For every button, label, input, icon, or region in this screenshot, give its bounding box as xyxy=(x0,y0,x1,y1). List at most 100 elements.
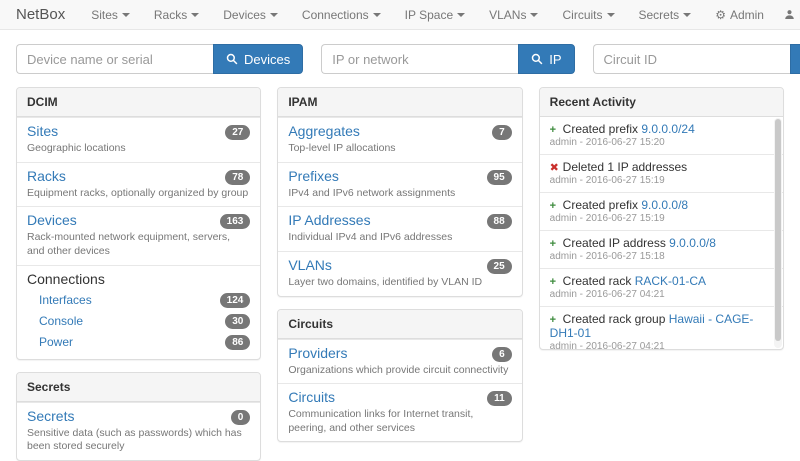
circuits-link[interactable]: Circuits xyxy=(288,389,335,406)
devices-count-badge: 163 xyxy=(219,214,251,230)
device-search-input[interactable] xyxy=(16,44,213,74)
activity-object-link[interactable]: 9.0.0.0/24 xyxy=(641,122,695,136)
secrets-link[interactable]: Secrets xyxy=(27,407,75,424)
panel-recent-activity: Recent Activity + Created prefix 9.0.0.0/… xyxy=(538,87,784,350)
providers-link[interactable]: Providers xyxy=(288,344,348,361)
panel-secrets-title: Secrets xyxy=(17,372,261,402)
recent-activity-list[interactable]: + Created prefix 9.0.0.0/24 admin - 2016-… xyxy=(539,117,783,349)
list-item-connections: Connections Interfaces 124 Console 30 Po… xyxy=(17,264,261,359)
plus-icon: + xyxy=(549,238,557,250)
menu-racks[interactable]: Racks xyxy=(154,8,200,22)
delete-x-icon: ✖ xyxy=(549,162,559,174)
chevron-down-icon xyxy=(683,13,692,18)
activity-object-link[interactable]: 9.0.0.0/8 xyxy=(641,198,689,212)
panel-ipam: IPAM 7 Aggregates Top-level IP allocatio… xyxy=(277,87,523,297)
recent-activity-title: Recent Activity xyxy=(539,88,783,117)
activity-meta: admin - 2016-06-27 04:21 xyxy=(549,341,665,349)
ip-search-button[interactable]: IP xyxy=(518,44,575,74)
list-item-racks: 78 Racks Equipment racks, optionally org… xyxy=(17,161,261,207)
power-link[interactable]: Power xyxy=(39,335,74,350)
connections-interfaces-row: Interfaces 124 xyxy=(27,290,251,311)
console-link[interactable]: Console xyxy=(39,314,84,329)
list-item-sites: 27 Sites Geographic locations xyxy=(17,117,261,162)
ip-search-input[interactable] xyxy=(321,44,519,74)
prefixes-description: IPv4 and IPv6 network assignments xyxy=(288,186,456,199)
plus-icon: + xyxy=(549,124,557,136)
column-dcim: DCIM 27 Sites Geographic locations 78 Ra… xyxy=(16,87,262,461)
interfaces-link[interactable]: Interfaces xyxy=(39,293,92,308)
activity-action: Deleted 1 IP addresses xyxy=(562,160,688,174)
menu-sites[interactable]: Sites xyxy=(91,8,130,22)
activity-row: + Created prefix 9.0.0.0/8 admin - 2016-0… xyxy=(539,192,783,230)
circuits-description: Communication links for Internet transit… xyxy=(288,408,474,434)
search-icon xyxy=(226,53,238,65)
racks-count-badge: 78 xyxy=(225,169,251,185)
ip-addresses-description: Individual IPv4 and IPv6 addresses xyxy=(288,231,453,244)
menu-circuits[interactable]: Circuits xyxy=(562,8,615,22)
plus-icon: + xyxy=(549,276,557,288)
chevron-down-icon xyxy=(191,13,200,18)
top-navbar: NetBox Sites Racks Devices Connections I… xyxy=(0,0,800,30)
circuit-search-group: Circuits xyxy=(592,44,800,74)
menu-secrets[interactable]: Secrets xyxy=(639,8,692,22)
menu-connections[interactable]: Connections xyxy=(302,8,381,22)
providers-count-badge: 6 xyxy=(492,346,512,362)
ip-addresses-count-badge: 88 xyxy=(486,214,512,230)
activity-meta: admin - 2016-06-27 04:21 xyxy=(549,289,665,300)
vlans-link[interactable]: VLANs xyxy=(288,256,332,273)
panel-ipam-title: IPAM xyxy=(278,88,522,117)
connections-power-row: Power 86 xyxy=(27,332,251,353)
activity-action: Created prefix xyxy=(562,198,639,212)
ip-addresses-link[interactable]: IP Addresses xyxy=(288,212,371,229)
circuit-search-button[interactable]: Circuits xyxy=(789,44,800,74)
ip-search-group: IP xyxy=(321,44,575,74)
vlans-description: Layer two domains, identified by VLAN ID xyxy=(288,275,483,288)
activity-scrollbar-track[interactable] xyxy=(773,118,782,348)
activity-meta: admin - 2016-06-27 15:19 xyxy=(549,213,665,224)
netbox-logo[interactable]: NetBox xyxy=(16,6,66,23)
activity-scrollbar-thumb[interactable] xyxy=(774,119,781,341)
activity-object-link[interactable]: RACK-01-CA xyxy=(634,274,707,288)
chevron-down-icon xyxy=(269,13,278,18)
activity-object-link[interactable]: Hawaii - CAGE-DH1-01 xyxy=(549,312,754,340)
activity-meta: admin - 2016-06-27 15:19 xyxy=(549,175,665,186)
aggregates-link[interactable]: Aggregates xyxy=(288,123,360,139)
activity-action: Created IP address xyxy=(562,236,666,250)
list-item-vlans: 25 VLANs Layer two domains, identified b… xyxy=(278,250,522,296)
sites-count-badge: 27 xyxy=(225,125,251,140)
list-item-devices: 163 Devices Rack-mounted network equipme… xyxy=(17,206,261,264)
menu-devices[interactable]: Devices xyxy=(223,8,278,22)
racks-description: Equipment racks, optionally organized by… xyxy=(27,186,249,199)
connections-console-row: Console 30 xyxy=(27,311,251,332)
activity-action: Created rack group xyxy=(562,312,666,326)
sites-description: Geographic locations xyxy=(27,142,126,154)
devices-link[interactable]: Devices xyxy=(27,212,77,229)
profile-link[interactable]: Profile xyxy=(784,8,800,22)
circuit-search-input[interactable] xyxy=(592,44,790,74)
console-count-badge: 30 xyxy=(225,313,251,329)
plus-icon: + xyxy=(549,314,557,326)
list-item-secrets: 0 Secrets Sensitive data (such as passwo… xyxy=(17,401,261,460)
providers-description: Organizations which provide circuit conn… xyxy=(288,363,509,376)
activity-row: + Created prefix 9.0.0.0/24 admin - 2016-… xyxy=(540,117,783,154)
column-activity: Recent Activity + Created prefix 9.0.0.0/… xyxy=(538,87,784,362)
admin-link[interactable]: ⚙ Admin xyxy=(715,7,764,22)
user-icon xyxy=(784,9,795,20)
activity-object-link[interactable]: 9.0.0.0/8 xyxy=(669,236,716,250)
interfaces-count-badge: 124 xyxy=(219,292,251,308)
menu-ip-space[interactable]: IP Space xyxy=(405,8,466,22)
secrets-count-badge: 0 xyxy=(230,409,251,425)
column-ipam: IPAM 7 Aggregates Top-level IP allocatio… xyxy=(277,87,523,454)
quick-search-bar: Devices IP Circuits xyxy=(0,30,800,87)
menu-vlans[interactable]: VLANs xyxy=(489,8,539,22)
device-search-button[interactable]: Devices xyxy=(213,44,304,74)
devices-description: Rack-mounted network equipment, servers,… xyxy=(27,231,231,257)
racks-link[interactable]: Racks xyxy=(27,167,66,184)
chevron-down-icon xyxy=(530,13,539,18)
prefixes-count-badge: 95 xyxy=(486,169,512,185)
sites-link[interactable]: Sites xyxy=(27,123,59,139)
aggregates-description: Top-level IP allocations xyxy=(288,142,396,154)
activity-meta: admin - 2016-06-27 15:18 xyxy=(549,251,665,262)
prefixes-link[interactable]: Prefixes xyxy=(288,167,339,184)
panel-circuits: Circuits 6 Providers Organizations which… xyxy=(277,308,523,443)
